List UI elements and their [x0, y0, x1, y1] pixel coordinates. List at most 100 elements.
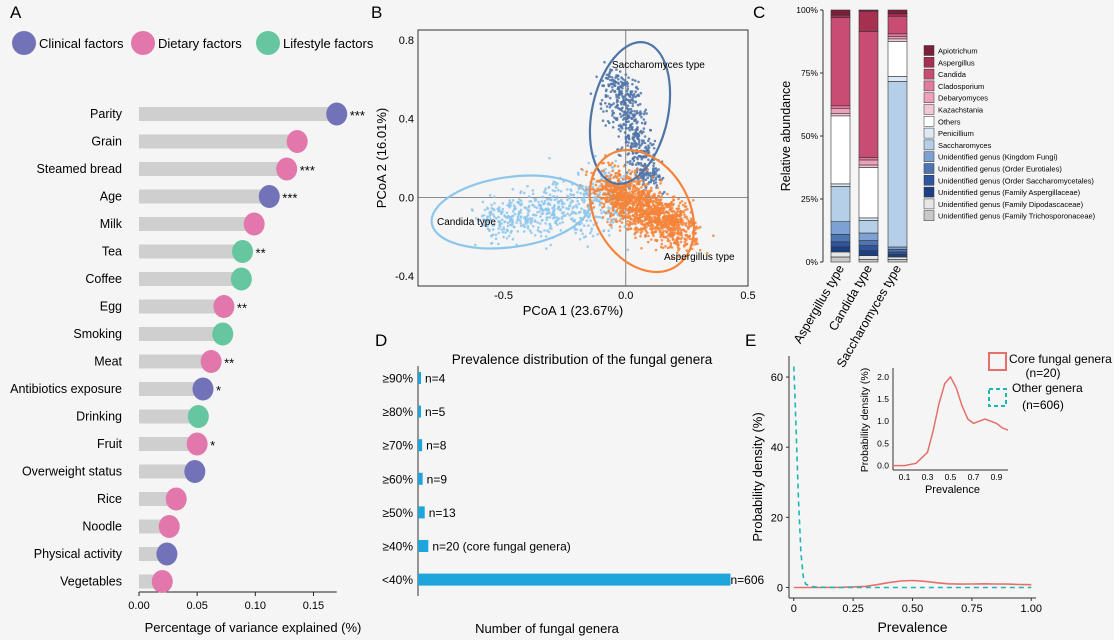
data-point — [614, 218, 618, 221]
data-point — [600, 182, 603, 186]
data-point — [639, 214, 642, 217]
category-label: Steamed bread — [37, 162, 123, 176]
data-point — [616, 203, 619, 206]
data-point — [511, 220, 515, 224]
data-point — [639, 204, 643, 207]
data-point — [639, 231, 643, 235]
stack-segment-candida — [858, 31, 879, 158]
legend-note-other-genera: (n=606) — [1022, 398, 1064, 412]
data-point — [637, 93, 640, 97]
significance-mark: * — [216, 383, 221, 398]
data-point — [477, 219, 481, 222]
data-point — [517, 212, 520, 216]
data-point — [624, 127, 628, 130]
data-point — [617, 82, 620, 86]
data-point — [573, 218, 576, 222]
stack-segment-unidentified-genus-family-dipodascaceae — [858, 255, 879, 260]
data-point — [620, 101, 624, 104]
data-point — [607, 229, 610, 232]
data-point — [624, 73, 628, 76]
data-point — [593, 199, 596, 202]
stack-segment-cladosporium — [858, 157, 879, 161]
legend-swatch-apiotrichum — [923, 45, 935, 56]
category-label: <40% — [382, 573, 413, 587]
data-point — [646, 223, 650, 227]
data-point — [677, 228, 680, 231]
data-point — [627, 228, 630, 231]
stack-segment-penicillium — [858, 217, 879, 221]
plot-frame — [417, 29, 749, 287]
data-point — [684, 234, 688, 237]
data-point — [607, 217, 610, 221]
ellipse-saccharomyces-type — [588, 41, 672, 185]
panel-d-prevalence-bars: Prevalence distribution of the fungal ge… — [382, 352, 765, 636]
data-point — [679, 220, 682, 224]
data-point — [502, 226, 506, 229]
data-point — [633, 171, 637, 174]
data-point — [611, 221, 615, 224]
data-point — [519, 190, 523, 193]
data-point — [515, 221, 518, 224]
category-label: Smoking — [73, 327, 122, 341]
data-point — [644, 223, 647, 226]
data-point — [591, 182, 595, 186]
data-point — [653, 215, 656, 219]
data-point — [534, 198, 538, 201]
data-point — [600, 197, 604, 200]
data-point — [659, 208, 663, 211]
data-point — [629, 172, 632, 176]
data-point — [539, 207, 542, 211]
data-point — [523, 215, 527, 219]
data-point — [601, 216, 605, 219]
data-point — [631, 162, 634, 165]
data-point — [643, 226, 646, 230]
data-point — [509, 215, 512, 219]
data-point — [587, 224, 590, 227]
data-point — [637, 132, 640, 136]
data-point — [613, 81, 617, 84]
data-point — [617, 187, 620, 191]
bar-end-dot — [213, 295, 235, 318]
data-point — [640, 121, 644, 125]
data-point — [584, 185, 588, 189]
data-point — [640, 179, 644, 182]
stack-segment-others — [830, 115, 851, 185]
data-point — [505, 237, 509, 240]
y-tick-label: 0 — [777, 582, 783, 594]
data-point — [492, 208, 496, 212]
data-point — [629, 193, 633, 196]
data-point — [591, 234, 595, 238]
data-point — [614, 159, 617, 163]
data-point — [549, 224, 552, 228]
legend-label-lifestyle-factors: Lifestyle factors — [283, 36, 374, 51]
data-point — [544, 187, 548, 190]
data-point — [627, 209, 630, 212]
data-point — [497, 227, 500, 230]
data-point — [613, 164, 617, 167]
stack-segment-unidentified-genus-order-eurotiales — [887, 249, 908, 253]
data-point — [615, 118, 619, 122]
data-point — [611, 202, 614, 205]
data-point — [635, 121, 638, 125]
data-point — [547, 230, 551, 234]
data-point — [611, 169, 614, 173]
data-point — [678, 201, 682, 205]
data-point — [657, 213, 661, 217]
bar — [139, 437, 198, 451]
inset-x-tick-label: 0.7 — [968, 472, 980, 482]
data-point — [627, 215, 631, 218]
x-axis-title: Percentage of variance explained (%) — [145, 620, 362, 635]
legend-swatch-cladosporium — [923, 80, 935, 92]
data-point — [626, 171, 629, 174]
data-point — [509, 223, 512, 226]
inset-x-tick-label: 0.9 — [991, 472, 1003, 482]
data-point — [596, 215, 600, 219]
legend-swatch-saccharomyces — [923, 139, 935, 151]
data-point — [575, 228, 579, 231]
data-point — [561, 205, 565, 209]
data-point — [653, 218, 657, 221]
data-point — [626, 220, 630, 223]
data-point — [625, 174, 628, 177]
legend-swatch-debaryomyces — [923, 92, 935, 103]
data-point — [611, 88, 614, 92]
